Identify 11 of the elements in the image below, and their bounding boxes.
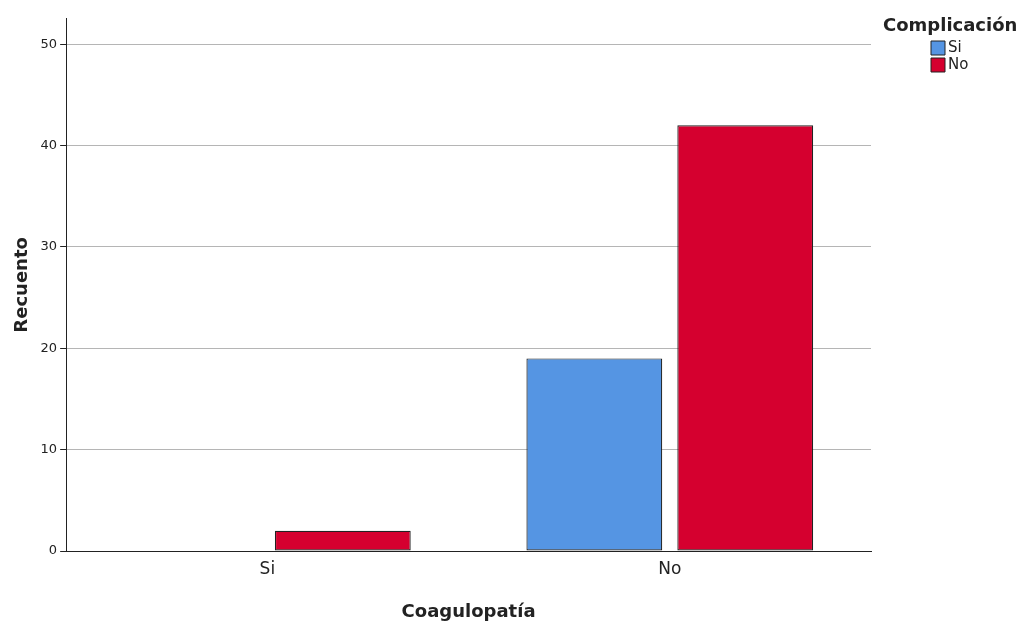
y-tick-label: 20 <box>40 339 58 355</box>
legend-label: Si <box>948 37 962 56</box>
y-tick-label: 40 <box>40 136 58 152</box>
y-tick-label: 10 <box>40 441 58 456</box>
x-axis-title: Coagulopatía <box>401 599 536 621</box>
legend-title: Complicación <box>883 13 1018 35</box>
y-tick-label: 50 <box>40 35 58 51</box>
y-tick-label: 0 <box>48 542 58 558</box>
legend-label: No <box>948 54 969 73</box>
y-tick-label: 30 <box>40 238 58 254</box>
y-axis-title: Recuento <box>10 237 32 333</box>
